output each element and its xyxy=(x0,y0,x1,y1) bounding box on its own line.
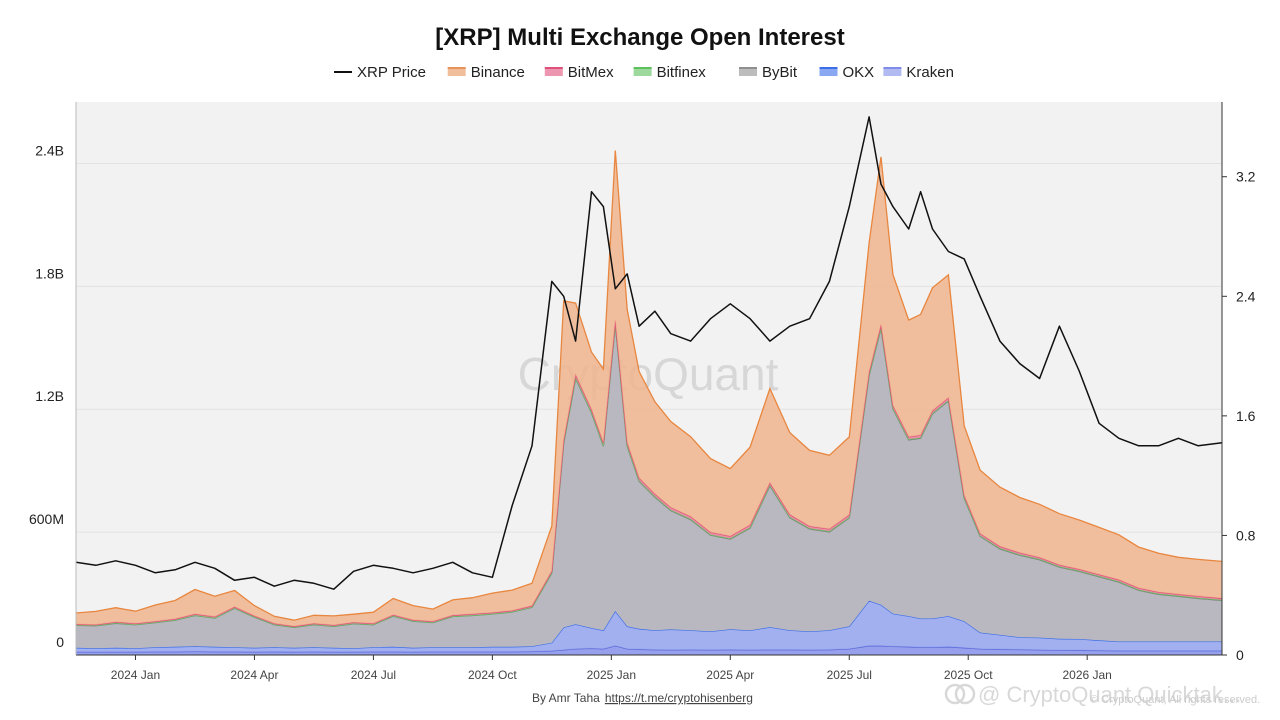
x-tick-label: 2025 Oct xyxy=(944,668,993,682)
y-right-tick-label: 0 xyxy=(1236,647,1244,663)
y-right-tick-label: 1.6 xyxy=(1236,408,1256,424)
legend-label: ByBit xyxy=(762,64,798,81)
y-left-tick-label: 600M xyxy=(29,511,64,527)
area-series xyxy=(75,150,1223,655)
x-tick-label: 2025 Jan xyxy=(587,668,636,682)
x-tick-label: 2025 Apr xyxy=(706,668,754,682)
credit-line: By Amr Taha https://t.me/cryptohisenberg xyxy=(532,691,753,705)
legend-swatch xyxy=(883,68,902,76)
chart-title: [XRP] Multi Exchange Open Interest xyxy=(435,24,844,51)
legend-item-okx[interactable]: OKX xyxy=(819,64,875,81)
legend-label: XRP Price xyxy=(357,64,426,81)
legend-item-bitmex[interactable]: BitMex xyxy=(544,64,614,81)
legend-label: BitMex xyxy=(568,64,614,81)
price-line xyxy=(75,116,1223,590)
x-tick-label: 2026 Jan xyxy=(1062,668,1111,682)
area-okx xyxy=(76,600,1222,652)
legend-swatch xyxy=(544,68,563,76)
legend-item-bitfinex[interactable]: Bitfinex xyxy=(633,64,707,81)
x-tick-label: 2024 Jan xyxy=(111,668,160,682)
legend-label: Kraken xyxy=(906,64,954,81)
cryptoquant-icon xyxy=(944,683,976,705)
y-axis-right: 0 0.8 1.6 2.4 3.2 xyxy=(1222,169,1256,663)
series-xrp-price xyxy=(75,116,1223,590)
legend-item-kraken[interactable]: Kraken xyxy=(883,64,954,81)
small-watermark: © CryptoQuant, All rights reserved. xyxy=(1090,694,1260,706)
y-right-tick-label: 2.4 xyxy=(1236,288,1256,304)
legend-label: Bitfinex xyxy=(657,64,707,81)
axes xyxy=(75,102,1223,656)
legend-swatch xyxy=(447,68,466,76)
legend-label: Binance xyxy=(471,64,525,81)
y-left-tick-label: 1.2B xyxy=(35,388,64,404)
legend-item-xrp-price[interactable]: XRP Price xyxy=(334,64,426,81)
x-tick-label: 2024 Apr xyxy=(230,668,278,682)
x-axis: 2024 Jan 2024 Apr 2024 Jul 2024 Oct 2025 Jan… xyxy=(111,655,1112,682)
x-tick-label: 2024 Oct xyxy=(468,668,517,682)
y-axis-left: 0 600M 1.2B 1.8B 2.4B xyxy=(29,142,64,650)
area-kraken xyxy=(76,645,1222,655)
legend-item-bybit[interactable]: ByBit xyxy=(739,64,798,81)
gridlines xyxy=(76,162,1222,533)
credit-link[interactable]: https://t.me/cryptohisenberg xyxy=(605,691,753,705)
y-left-tick-label: 0 xyxy=(56,634,64,650)
legend-swatch xyxy=(739,68,757,76)
brand-watermark: @ CryptoQuant Quicktak... xyxy=(978,682,1241,707)
y-left-tick-label: 2.4B xyxy=(35,142,64,158)
y-left-tick-label: 1.8B xyxy=(35,265,64,281)
y-right-tick-label: 0.8 xyxy=(1236,527,1256,543)
legend-label: OKX xyxy=(843,64,875,81)
legend-swatch xyxy=(633,68,652,76)
x-tick-label: 2024 Jul xyxy=(351,668,396,682)
legend: XRP Price Binance BitMex Bitfinex ByBit OKX Kr… xyxy=(334,64,954,81)
area-edge-binance xyxy=(75,150,1223,621)
area-bybit xyxy=(76,324,1222,649)
credit-author: By Amr Taha xyxy=(532,691,600,705)
y-right-tick-label: 3.2 xyxy=(1236,169,1256,185)
x-tick-label: 2025 Jul xyxy=(827,668,872,682)
legend-swatch xyxy=(819,68,838,76)
legend-item-binance[interactable]: Binance xyxy=(447,64,525,81)
